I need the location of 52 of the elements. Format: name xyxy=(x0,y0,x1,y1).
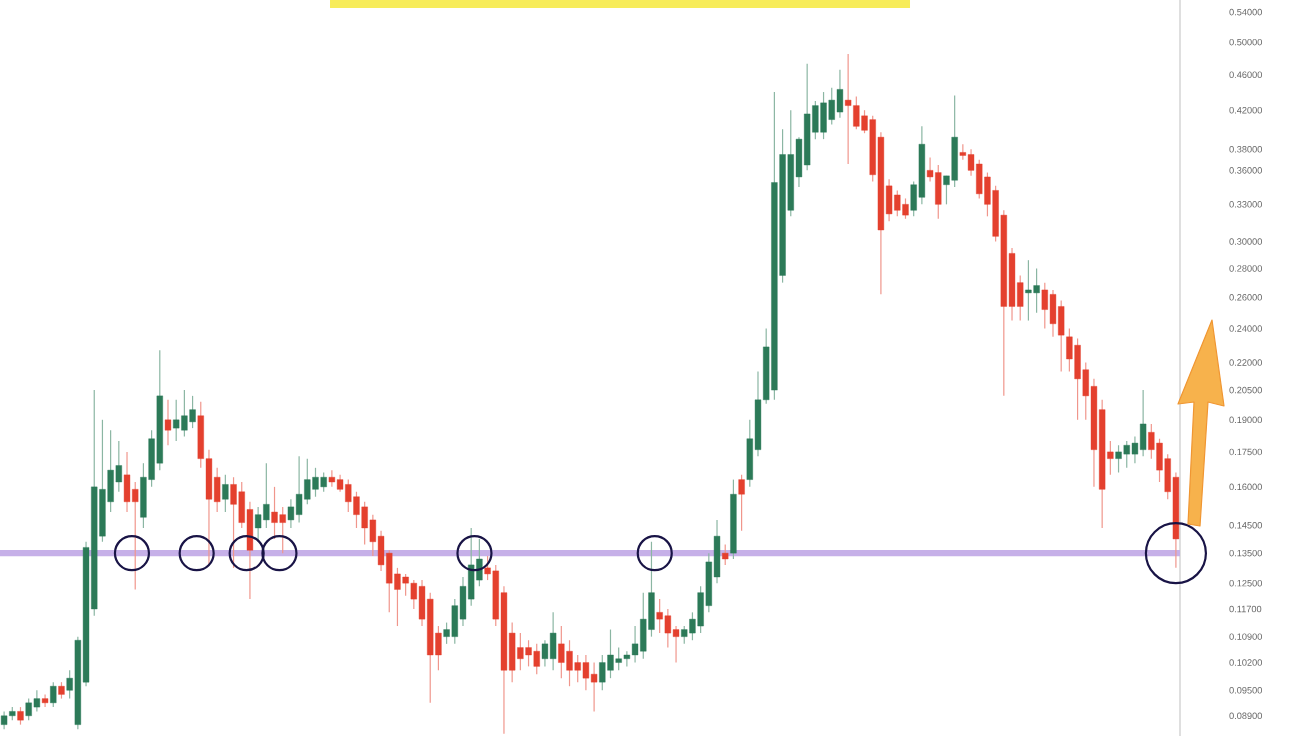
candlestick xyxy=(295,455,303,524)
candlestick xyxy=(353,491,360,529)
candlestick xyxy=(656,598,663,634)
candlestick xyxy=(328,469,336,488)
candlestick xyxy=(263,462,270,529)
candlestick xyxy=(402,573,409,597)
candlestick xyxy=(844,53,852,165)
candlestick xyxy=(123,451,131,513)
candlestick xyxy=(607,628,614,679)
candlestick xyxy=(533,643,540,675)
candlestick xyxy=(25,698,32,721)
candlestick xyxy=(1115,444,1122,474)
candlestick xyxy=(222,474,229,513)
candlestick xyxy=(230,476,237,569)
candlestick xyxy=(1066,328,1073,373)
candlestick xyxy=(517,632,524,671)
candlestick xyxy=(271,486,278,540)
candlestick xyxy=(853,95,860,130)
candlestick xyxy=(590,661,598,712)
candlestick xyxy=(525,639,532,667)
candlestick xyxy=(1049,289,1057,338)
candlestick xyxy=(173,399,180,442)
candlestick xyxy=(631,625,639,664)
candlestick xyxy=(41,693,49,708)
candlestick xyxy=(361,501,368,546)
candlestick xyxy=(1025,259,1032,322)
candlestick xyxy=(189,395,196,429)
candlestick xyxy=(254,506,262,543)
candlestick xyxy=(836,69,844,119)
candlestick xyxy=(181,389,188,438)
candlestick xyxy=(615,646,622,671)
candlestick xyxy=(50,681,57,708)
candlestick xyxy=(623,650,631,667)
candlestick xyxy=(549,611,557,671)
candlestick xyxy=(951,95,958,188)
candlestick xyxy=(279,506,286,554)
candlestick xyxy=(1074,337,1081,421)
candlestick xyxy=(902,197,909,220)
candlestick xyxy=(558,625,565,679)
candlestick xyxy=(33,689,41,712)
candlestick xyxy=(894,189,901,217)
candlestick xyxy=(320,471,327,493)
candlestick xyxy=(312,467,319,498)
candlestick xyxy=(722,543,729,566)
candlestick xyxy=(1139,389,1147,457)
candlestick xyxy=(820,91,827,140)
candlestick xyxy=(1033,267,1040,314)
candlestick xyxy=(566,639,573,687)
candlestick xyxy=(541,639,549,667)
candlestick xyxy=(164,399,172,446)
candlestick xyxy=(738,474,745,532)
candlestick xyxy=(599,654,606,691)
